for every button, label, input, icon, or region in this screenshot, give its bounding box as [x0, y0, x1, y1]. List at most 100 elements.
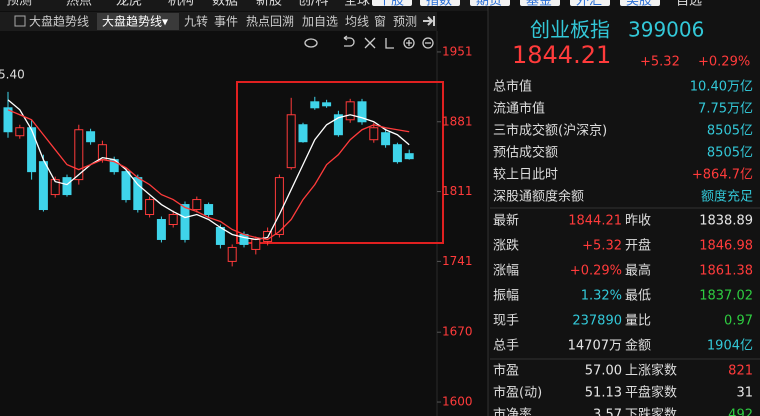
candle-body: [180, 204, 190, 240]
collapse-icon[interactable]: [423, 16, 435, 26]
summary-label: 流通市值: [493, 101, 545, 117]
stat-value: 1844.21: [568, 214, 622, 229]
menu-item: 数据: [212, 0, 238, 9]
menu-item: 个股: [378, 0, 404, 9]
candle-body: [74, 129, 84, 181]
checkbox-label: 大盘趋势线: [29, 14, 89, 29]
summary-label: 较上日此时: [493, 168, 558, 183]
menu-button[interactable]: [570, 0, 610, 6]
chart-tools: [304, 16, 435, 49]
summary-label: 三市成交额(沪深京): [493, 123, 607, 139]
candle-body: [251, 238, 261, 250]
menu-button[interactable]: [420, 0, 460, 6]
summary-value: 10.40万亿: [690, 80, 753, 95]
zoom-in-icon[interactable]: [403, 37, 415, 49]
toolbar-tab[interactable]: 加自选: [302, 15, 338, 29]
menu-item: 新股: [256, 0, 282, 9]
y-tick-label: 1600: [442, 395, 473, 409]
stat-value: +0.29%: [570, 264, 622, 279]
toolbar-tab[interactable]: 大盘趋势线▾: [102, 14, 168, 29]
zoom-out-icon[interactable]: [422, 37, 434, 49]
stat-label: 涨幅: [493, 264, 519, 279]
zoom-in-plus: [406, 40, 412, 46]
candle-body: [298, 124, 308, 143]
stat-value: 1.32%: [581, 289, 622, 304]
index-name: 创业板指: [530, 18, 610, 42]
stat-label: 量比: [625, 314, 651, 329]
stat-label: 市盈(动): [493, 385, 542, 401]
menu-item: 创/科: [298, 0, 328, 9]
candle-body: [204, 204, 214, 216]
toolbar-tab[interactable]: 预测: [393, 15, 417, 29]
moving-average: [7, 99, 410, 241]
stat-label: 涨跌: [493, 238, 519, 254]
menu-item: 外汇: [576, 0, 602, 9]
menu-item: 全球: [344, 0, 370, 9]
candle-body: [227, 246, 237, 262]
y-tick-label: 1951: [442, 44, 473, 58]
stat-value: 31: [736, 386, 753, 401]
candle-body: [392, 144, 402, 163]
candle-body: [310, 101, 320, 109]
candle-body: [15, 127, 25, 137]
change: +5.32: [640, 55, 680, 70]
stat-label: 振幅: [493, 289, 519, 304]
menu-button[interactable]: [620, 0, 660, 6]
toolbar-tab[interactable]: 事件: [214, 15, 238, 29]
toolbar-tab[interactable]: 九转: [184, 14, 208, 29]
trash-icon[interactable]: [385, 38, 394, 49]
stat-value: 57.00: [585, 364, 622, 379]
candle-body: [239, 233, 249, 245]
summary-label: 总市值: [493, 79, 532, 95]
candle-body: [192, 199, 202, 211]
candle-body: [168, 214, 178, 225]
candle-body: [133, 177, 143, 211]
menu-item: 基金: [526, 0, 552, 9]
undo-icon[interactable]: [343, 35, 355, 47]
menu-item: 美股: [626, 0, 652, 9]
candle-body: [381, 132, 391, 146]
menu-button[interactable]: [372, 0, 412, 6]
stat-value: 237890: [572, 314, 622, 329]
stat-label: 市净率: [493, 407, 532, 416]
stat-label: 最高: [625, 263, 651, 279]
candle-body: [333, 114, 343, 136]
menu-item: 自选: [676, 0, 702, 9]
price-marker: 5.40: [0, 68, 25, 82]
candle-body: [86, 131, 96, 143]
summary-value: 7.75万亿: [698, 102, 753, 117]
stat-value: 51.13: [585, 386, 622, 401]
stat-value: 492: [728, 408, 753, 416]
stat-value: 0.97: [724, 314, 753, 329]
menu-button[interactable]: [520, 0, 560, 6]
stat-value: 3.57: [593, 408, 622, 416]
menu-item: 热点: [66, 0, 92, 9]
candle-body: [27, 127, 37, 173]
stat-value: 14707万: [568, 339, 622, 354]
stat-label: 上涨家数: [625, 363, 677, 379]
candle-body: [62, 177, 72, 196]
candle-body: [156, 219, 166, 240]
chart-plot: [3, 91, 414, 267]
toolbar-tab[interactable]: 窗: [374, 15, 386, 29]
y-tick-label: 1670: [442, 325, 473, 339]
y-tick-label: 1881: [442, 114, 473, 128]
highlight-box: [236, 81, 444, 244]
toolbar-tab[interactable]: 均线: [345, 15, 369, 29]
summary-value: 额度充足: [701, 189, 753, 205]
stat-value: 1904亿: [707, 339, 753, 354]
menu-item: 龙虎: [116, 0, 142, 9]
menu-item: 机构: [168, 0, 194, 9]
stat-label: 金额: [625, 338, 651, 354]
stat-label: 总手: [493, 339, 519, 354]
toolbar-tab[interactable]: 热点回溯: [246, 14, 294, 29]
scissors-icon[interactable]: [364, 37, 376, 49]
checkbox[interactable]: [14, 15, 26, 27]
stat-label: 最低: [625, 289, 651, 304]
candle-body: [274, 177, 284, 235]
eye-icon[interactable]: [304, 38, 318, 48]
menu-item: 期货: [476, 0, 502, 9]
menu-button[interactable]: [470, 0, 510, 6]
